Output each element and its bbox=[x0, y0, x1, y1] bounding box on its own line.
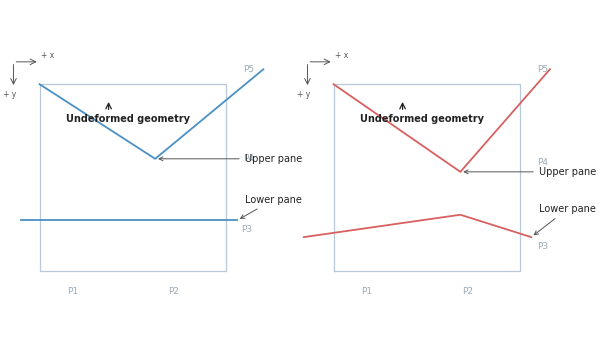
Text: + y: + y bbox=[297, 90, 310, 99]
Text: P3: P3 bbox=[537, 242, 548, 251]
Text: P2: P2 bbox=[463, 288, 473, 297]
Text: Lower pane: Lower pane bbox=[534, 204, 596, 235]
Text: P1: P1 bbox=[68, 288, 79, 297]
Text: + y: + y bbox=[3, 90, 16, 99]
Text: Upper pane: Upper pane bbox=[159, 154, 302, 164]
Text: Undeformed geometry: Undeformed geometry bbox=[359, 114, 484, 124]
Text: P4: P4 bbox=[243, 154, 254, 163]
Text: + x: + x bbox=[41, 51, 55, 60]
Text: + x: + x bbox=[335, 51, 349, 60]
Text: P5: P5 bbox=[243, 65, 254, 74]
Text: Upper pane: Upper pane bbox=[464, 167, 596, 177]
Text: P4: P4 bbox=[537, 158, 548, 167]
Text: P5: P5 bbox=[537, 65, 548, 74]
Text: Lower pane: Lower pane bbox=[241, 195, 302, 218]
Text: P1: P1 bbox=[362, 288, 373, 297]
Text: Undeformed geometry: Undeformed geometry bbox=[65, 114, 190, 124]
Text: P3: P3 bbox=[241, 225, 252, 234]
Text: P2: P2 bbox=[169, 288, 179, 297]
